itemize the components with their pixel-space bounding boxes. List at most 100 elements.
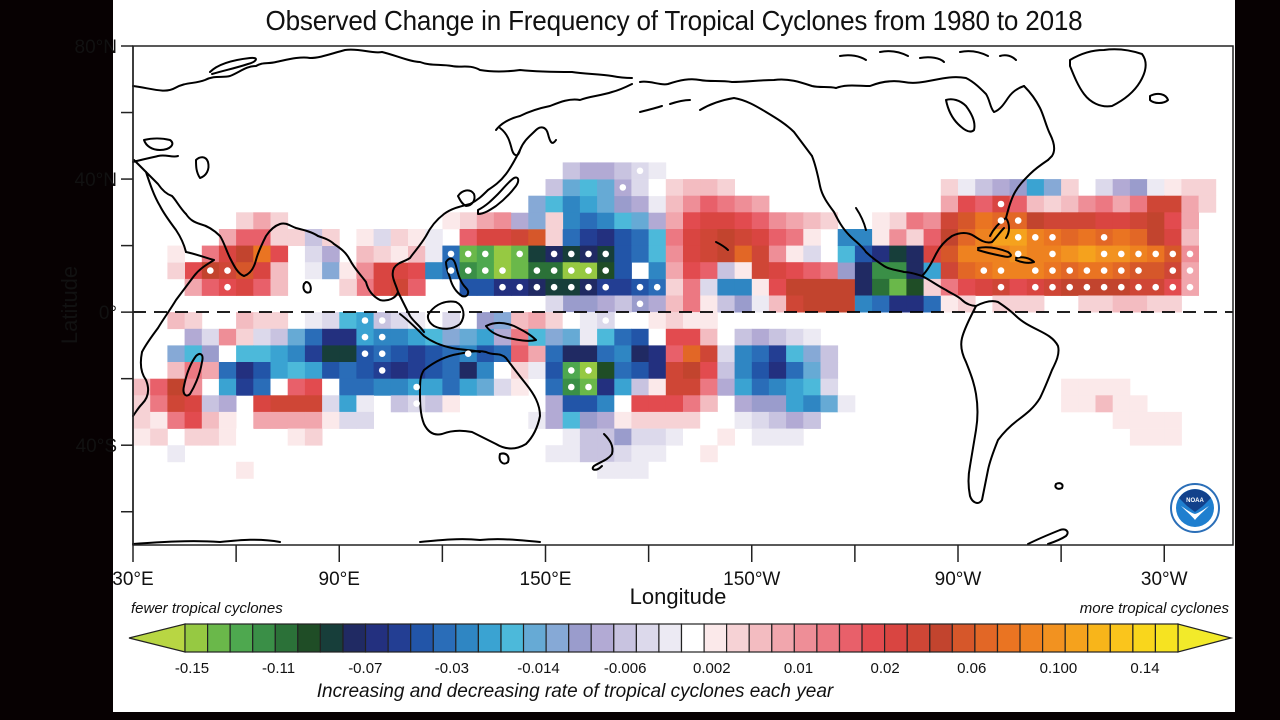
colorbar-swatch [816,623,841,653]
coastline-australia [419,350,541,450]
heatmap-cell [631,179,649,197]
heatmap-cell [631,245,649,263]
heatmap-cell [493,229,512,246]
heatmap-cell [425,245,443,263]
colorbar-swatch [974,623,999,653]
heatmap-cell [270,362,289,379]
heatmap-cell [683,179,701,197]
heatmap-cell [648,362,667,379]
heatmap-cell [579,395,598,413]
heatmap-cell [184,428,203,446]
heatmap-cell [872,295,890,313]
heatmap-cell [837,262,856,280]
heatmap-cell [218,345,237,363]
heatmap-cell [1112,229,1131,246]
colorbar-swatch [680,623,705,653]
heatmap-cell [975,195,993,213]
heatmap-cell [734,212,753,230]
heatmap-cell [579,162,598,180]
heatmap-cell [459,378,478,396]
significance-dot [378,333,386,341]
heatmap-cell [648,162,667,180]
heatmap-cell [304,362,323,379]
heatmap-cell [253,278,271,296]
significance-dot [1014,217,1022,224]
colorbar-swatch [455,623,479,653]
significance-dot [1014,234,1022,241]
heatmap-cell [253,229,271,246]
heatmap-cell [683,312,701,330]
heatmap-cell [958,229,976,246]
heatmap-cell [1026,195,1045,213]
heatmap-cell [184,395,203,413]
heatmap-cell [803,278,821,296]
heatmap-cell [1009,195,1028,213]
heatmap-cell [167,445,185,463]
heatmap-cell [665,295,684,313]
heatmap-cell [579,312,598,330]
heatmap-cell [184,278,203,296]
heatmap-cell [270,328,289,346]
coastline-india [185,213,319,277]
significance-dot [1100,234,1108,241]
heatmap-cell [803,295,821,313]
heatmap-cell [408,312,426,330]
heatmap-cell [322,328,340,346]
heatmap-cell [786,362,804,379]
significance-dot [1032,234,1039,241]
colorbar-tick-label: -0.03 [435,660,469,677]
heatmap-cell [768,245,787,263]
heatmap-cell [854,262,873,280]
heatmap-cell [751,345,770,363]
heatmap-cell [786,411,804,429]
heatmap-cell [872,229,890,246]
heatmap-cell [493,245,512,263]
significance-dot [997,217,1005,224]
colorbar-under-arrow [128,623,186,653]
heatmap-cell [236,345,254,363]
heatmap-cell [1061,395,1079,413]
heatmap-cell [1181,229,1199,246]
heatmap-cell [717,328,735,346]
heatmap-cell [597,162,615,180]
heatmap-cell [906,245,924,263]
heatmap-cell [803,345,821,363]
heatmap-cell [304,345,323,363]
heatmap-cell [717,345,735,363]
heatmap-cell [889,229,907,246]
heatmap-cell [665,411,684,429]
heatmap-cell [270,345,289,363]
heatmap-cell [579,411,598,429]
colorbar-swatch [793,623,818,653]
heatmap-cell [1198,179,1217,197]
heatmap-cell [356,362,374,379]
heatmap-cell [683,411,701,429]
heatmap-cell [1026,179,1045,197]
colorbar-tick-label: -0.014 [517,660,560,677]
heatmap-cell [751,278,770,296]
heatmap-cell [1009,278,1028,296]
heatmap-cell [648,411,667,429]
significance-dot [361,350,369,358]
heatmap-cell [1164,212,1182,230]
heatmap-cell [1009,295,1028,313]
heatmap-cell [167,411,185,429]
heatmap-cell [253,411,271,429]
coastline-greenland [1069,48,1147,108]
heatmap-cell [665,195,684,213]
heatmap-cell [597,295,615,313]
heatmap-cell [597,345,615,363]
significance-dot [636,300,644,308]
heatmap-cell [545,312,564,330]
significance-dot [1135,283,1142,291]
coastline-indochina [397,291,425,333]
heatmap-cell [768,411,787,429]
heatmap-cell [683,428,701,446]
significance-dot [464,350,472,358]
significance-dot [1186,283,1194,291]
heatmap-cell [614,395,632,413]
heatmap-cell [167,345,185,363]
heatmap-cell [287,411,306,429]
heatmap-cell [940,295,959,313]
heatmap-cell [992,245,1010,263]
